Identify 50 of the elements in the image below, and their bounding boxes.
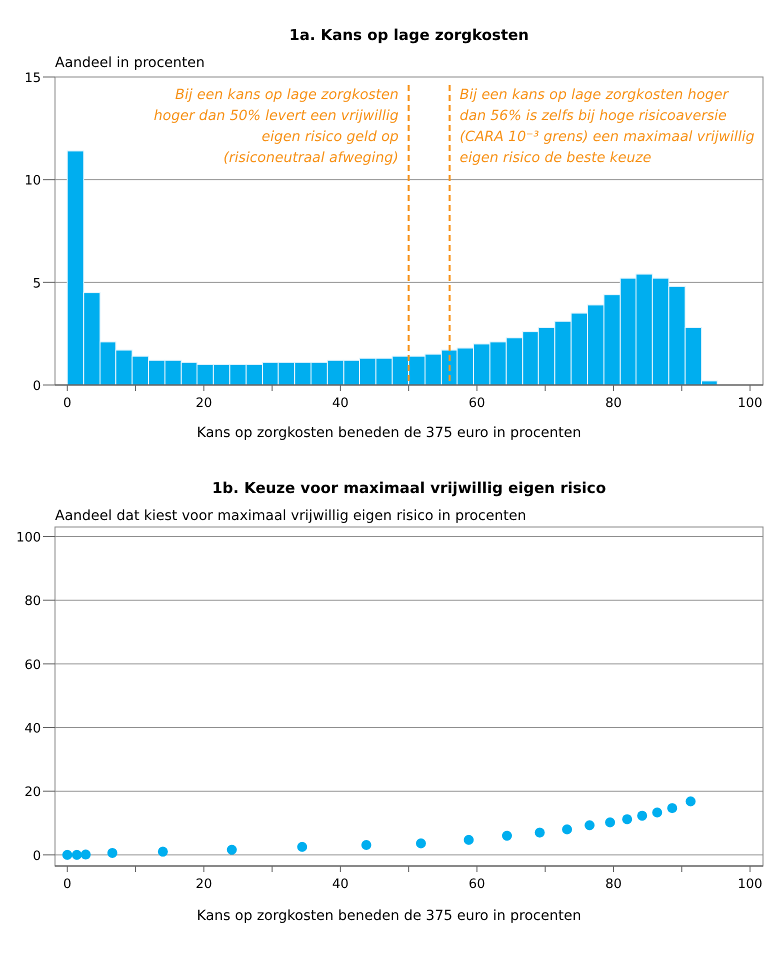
x-tick-label: 60 [468, 396, 486, 411]
y-tick-label: 80 [24, 594, 41, 610]
chart-title: 1b. Keuze voor maximaal vrijwillig eigen risico [212, 479, 606, 497]
point [502, 830, 512, 841]
ref-line-label: Bij een kans op lage zorgkosten hoger dan 56% is zelfs bij hoge risicoaversie (CARA 10⁻³ grens) een maximaal vrijwillig eigen risico de beste keuze [460, 87, 755, 166]
x-axis-title: Kans op zorgkosten beneden de 375 euro in procenten [196, 908, 582, 924]
point [361, 840, 372, 850]
point [584, 820, 595, 830]
y-tick-label: 10 [24, 174, 41, 189]
point [62, 850, 72, 860]
y-tick-label: 5 [32, 276, 41, 292]
point [652, 808, 662, 818]
x-tick-label: 40 [332, 877, 349, 892]
y-tick-label: 20 [24, 785, 41, 800]
y-axis-title: Aandeel in procenten [55, 55, 205, 71]
point [562, 824, 572, 834]
point [605, 817, 616, 828]
y-tick-label: 100 [16, 530, 41, 546]
point [534, 828, 545, 838]
ref-line-label: Bij een kans op lage zorgkosten hoger dan 50% levert een vrijwillig eigen risico geld op (risiconeutraal afweging) [154, 87, 399, 166]
y-tick-label: 15 [24, 71, 41, 86]
x-tick-label: 60 [468, 877, 486, 892]
x-axis-title: Kans op zorgkosten beneden de 375 euro in procenten [196, 425, 582, 441]
y-tick-label: 0 [32, 379, 41, 394]
x-tick-label: 20 [196, 877, 212, 892]
point [686, 796, 696, 806]
y-tick-label: 0 [32, 848, 41, 864]
point [72, 850, 82, 860]
y-axis-title: Aandeel dat kiest voor maximaal vrijwillig eigen risico in procenten [55, 508, 526, 524]
x-tick-label: 40 [332, 396, 349, 411]
point [416, 838, 426, 848]
y-tick-label: 40 [24, 722, 41, 737]
x-tick-label: 80 [605, 396, 622, 411]
point [622, 814, 632, 824]
point [297, 842, 308, 852]
point [107, 848, 118, 858]
x-tick-label: 80 [605, 877, 622, 892]
chart-title: 1a. Kans op lage zorgkosten [289, 26, 529, 44]
x-tick-label: 100 [738, 396, 762, 411]
point [158, 846, 168, 857]
point [667, 803, 678, 814]
point [80, 850, 91, 860]
point [637, 810, 648, 821]
x-tick-label: 0 [63, 877, 72, 892]
x-tick-label: 0 [63, 396, 72, 411]
x-tick-label: 100 [738, 877, 762, 892]
point [226, 844, 237, 855]
x-tick-label: 20 [196, 396, 212, 411]
point [464, 834, 474, 845]
y-tick-label: 60 [24, 658, 41, 673]
